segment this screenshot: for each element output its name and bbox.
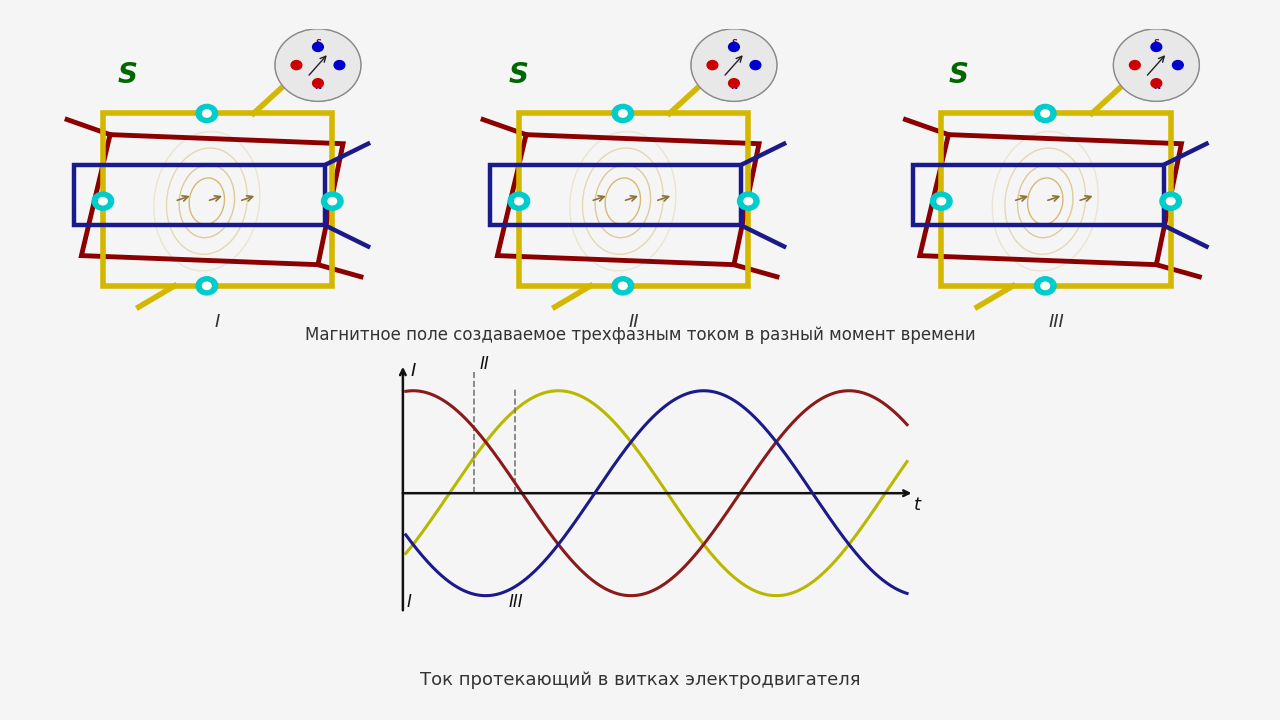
Circle shape [728,42,740,52]
Text: N: N [315,82,321,91]
Circle shape [1151,42,1162,52]
Circle shape [1151,78,1162,88]
Text: N: N [1153,82,1160,91]
Circle shape [275,29,361,102]
Text: N: N [731,82,737,91]
Circle shape [321,192,343,210]
Text: III: III [509,593,524,611]
Circle shape [1034,104,1056,122]
Circle shape [196,104,218,122]
Text: S: S [948,61,969,89]
Circle shape [328,197,337,204]
Text: III: III [1048,313,1064,331]
Circle shape [612,276,634,295]
Circle shape [99,197,108,204]
Circle shape [202,282,211,289]
Circle shape [312,78,324,88]
Circle shape [691,29,777,102]
Circle shape [515,197,524,204]
Circle shape [931,192,952,210]
Circle shape [612,104,634,122]
Circle shape [1041,110,1050,117]
Circle shape [1041,282,1050,289]
Circle shape [1034,276,1056,295]
Text: I: I [215,313,220,331]
Circle shape [291,60,302,70]
Circle shape [508,192,530,210]
Circle shape [196,276,218,295]
Text: S: S [315,39,321,48]
Circle shape [618,110,627,117]
Circle shape [728,78,740,88]
Circle shape [1166,197,1175,204]
Circle shape [312,42,324,52]
Circle shape [1160,192,1181,210]
Text: S: S [118,61,137,89]
Text: S: S [1153,39,1160,48]
Circle shape [618,282,627,289]
Circle shape [707,60,718,70]
Circle shape [334,60,344,70]
Circle shape [1172,60,1183,70]
Circle shape [744,197,753,204]
Circle shape [202,110,211,117]
Circle shape [92,192,114,210]
Circle shape [937,197,946,204]
Text: Магнитное поле создаваемое трехфазным током в разный момент времени: Магнитное поле создаваемое трехфазным то… [305,325,975,343]
Circle shape [750,60,760,70]
Circle shape [737,192,759,210]
Text: t: t [914,497,920,515]
Text: I: I [411,361,416,379]
Text: II: II [628,313,639,331]
Circle shape [1114,29,1199,102]
Text: II: II [480,355,490,373]
Text: I: I [406,593,411,611]
Text: S: S [731,39,737,48]
Text: S: S [508,61,529,89]
Text: Ток протекающий в витках электродвигателя: Ток протекающий в витках электродвигател… [420,671,860,690]
Circle shape [1129,60,1140,70]
